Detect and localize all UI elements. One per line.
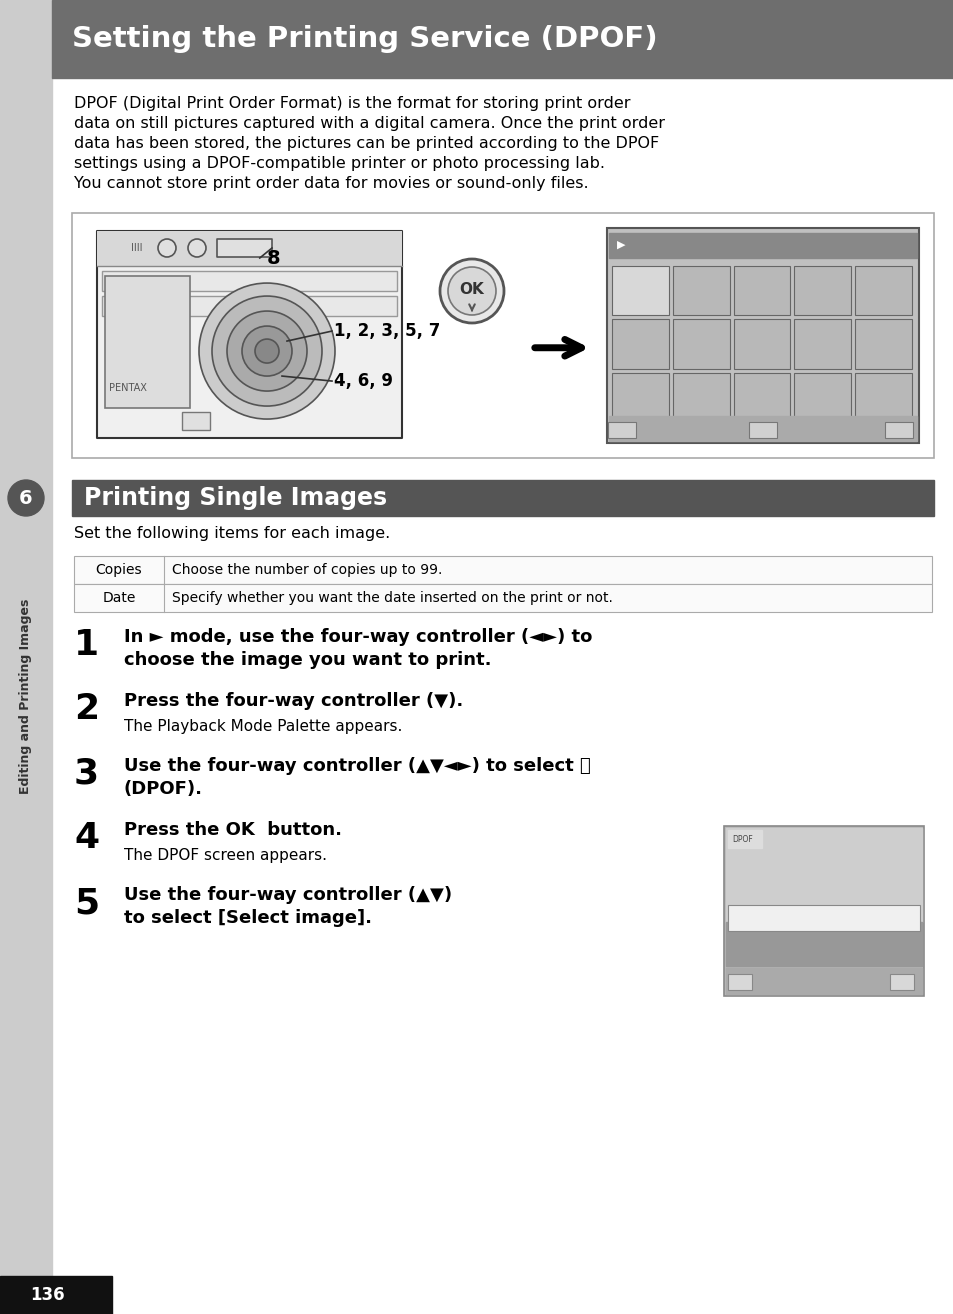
Bar xyxy=(74,583,931,612)
Text: settings using a DPOF-compatible printer or photo processing lab.: settings using a DPOF-compatible printer… xyxy=(74,156,604,171)
Text: Specify whether you want the date inserted on the print or not.: Specify whether you want the date insert… xyxy=(172,591,612,604)
Text: 4, 6, 9: 4, 6, 9 xyxy=(334,372,393,390)
Bar xyxy=(727,974,751,989)
Bar xyxy=(52,0,953,78)
Bar xyxy=(748,422,776,438)
Text: 1, 2, 3, 5, 7: 1, 2, 3, 5, 7 xyxy=(334,322,440,340)
Text: 4: 4 xyxy=(74,821,99,855)
Bar xyxy=(182,413,210,430)
Bar xyxy=(102,296,396,315)
Text: IIII: IIII xyxy=(132,243,143,254)
Bar xyxy=(102,271,396,290)
Circle shape xyxy=(227,311,307,392)
Text: data has been stored, the pictures can be printed according to the DPOF: data has been stored, the pictures can b… xyxy=(74,137,659,151)
Bar xyxy=(71,480,933,516)
Bar xyxy=(854,373,911,422)
Bar xyxy=(606,229,918,443)
Bar xyxy=(725,921,921,966)
Text: Printing Single Images: Printing Single Images xyxy=(84,486,387,510)
Text: 8: 8 xyxy=(267,248,280,268)
Text: data on still pictures captured with a digital camera. Once the print order: data on still pictures captured with a d… xyxy=(74,116,664,131)
Bar xyxy=(74,556,931,583)
Bar xyxy=(608,417,916,442)
Circle shape xyxy=(254,339,278,363)
Text: Use the four-way controller (▲▼◄►) to select 🗄
(DPOF).: Use the four-way controller (▲▼◄►) to se… xyxy=(124,757,590,798)
Text: 136: 136 xyxy=(30,1286,65,1303)
Text: 2: 2 xyxy=(74,692,99,727)
Text: DPOF: DPOF xyxy=(731,834,752,844)
Text: OK: OK xyxy=(459,281,484,297)
Bar xyxy=(854,319,911,369)
Text: DPOF (Digital Print Order Format) is the format for storing print order: DPOF (Digital Print Order Format) is the… xyxy=(74,96,630,110)
Bar xyxy=(727,830,761,848)
Bar xyxy=(733,373,790,422)
Bar xyxy=(725,828,921,921)
Bar xyxy=(854,265,911,315)
Text: Copies: Copies xyxy=(95,562,142,577)
Bar xyxy=(607,422,636,438)
Text: In ► mode, use the four-way controller (◄►) to
choose the image you want to prin: In ► mode, use the four-way controller (… xyxy=(124,628,592,669)
Circle shape xyxy=(212,296,322,406)
Bar xyxy=(733,319,790,369)
Bar xyxy=(0,1276,112,1314)
Text: Press the OK  button.: Press the OK button. xyxy=(124,821,341,840)
Text: PENTAX: PENTAX xyxy=(109,382,147,393)
Circle shape xyxy=(8,480,44,516)
Text: 3: 3 xyxy=(74,757,99,791)
Circle shape xyxy=(158,239,175,258)
Bar xyxy=(612,265,668,315)
Circle shape xyxy=(199,283,335,419)
Bar xyxy=(97,231,401,265)
Text: The DPOF screen appears.: The DPOF screen appears. xyxy=(124,848,327,863)
Text: 5: 5 xyxy=(74,886,99,920)
Bar xyxy=(889,974,913,989)
Bar xyxy=(884,422,912,438)
Bar xyxy=(672,265,729,315)
Text: Press the four-way controller (▼).: Press the four-way controller (▼). xyxy=(124,692,463,710)
Bar xyxy=(97,231,401,438)
Text: Choose the number of copies up to 99.: Choose the number of copies up to 99. xyxy=(172,562,442,577)
Bar xyxy=(216,239,272,258)
Text: Use the four-way controller (▲▼)
to select [Select image].: Use the four-way controller (▲▼) to sele… xyxy=(124,886,452,926)
Bar xyxy=(612,373,668,422)
Text: Date: Date xyxy=(102,591,135,604)
Circle shape xyxy=(439,259,503,323)
Bar xyxy=(672,319,729,369)
Text: 1: 1 xyxy=(74,628,99,662)
Bar xyxy=(0,0,52,1314)
Bar xyxy=(725,968,921,993)
Bar xyxy=(723,827,923,996)
Text: 6: 6 xyxy=(19,489,32,507)
Text: Editing and Printing Images: Editing and Printing Images xyxy=(19,599,32,794)
Text: Set the following items for each image.: Set the following items for each image. xyxy=(74,526,390,541)
Circle shape xyxy=(188,239,206,258)
Text: ▶: ▶ xyxy=(616,240,624,250)
Text: You cannot store print order data for movies or sound-only files.: You cannot store print order data for mo… xyxy=(74,176,588,191)
Bar xyxy=(608,233,916,258)
Bar xyxy=(105,276,190,409)
Circle shape xyxy=(448,267,496,315)
Bar xyxy=(794,373,850,422)
Bar xyxy=(733,265,790,315)
Text: The Playback Mode Palette appears.: The Playback Mode Palette appears. xyxy=(124,719,402,735)
Bar xyxy=(794,265,850,315)
Bar xyxy=(71,213,933,459)
Bar xyxy=(794,319,850,369)
Circle shape xyxy=(242,326,292,376)
Bar xyxy=(612,319,668,369)
Text: Setting the Printing Service (DPOF): Setting the Printing Service (DPOF) xyxy=(71,25,657,53)
Bar xyxy=(727,905,919,932)
Bar xyxy=(672,373,729,422)
